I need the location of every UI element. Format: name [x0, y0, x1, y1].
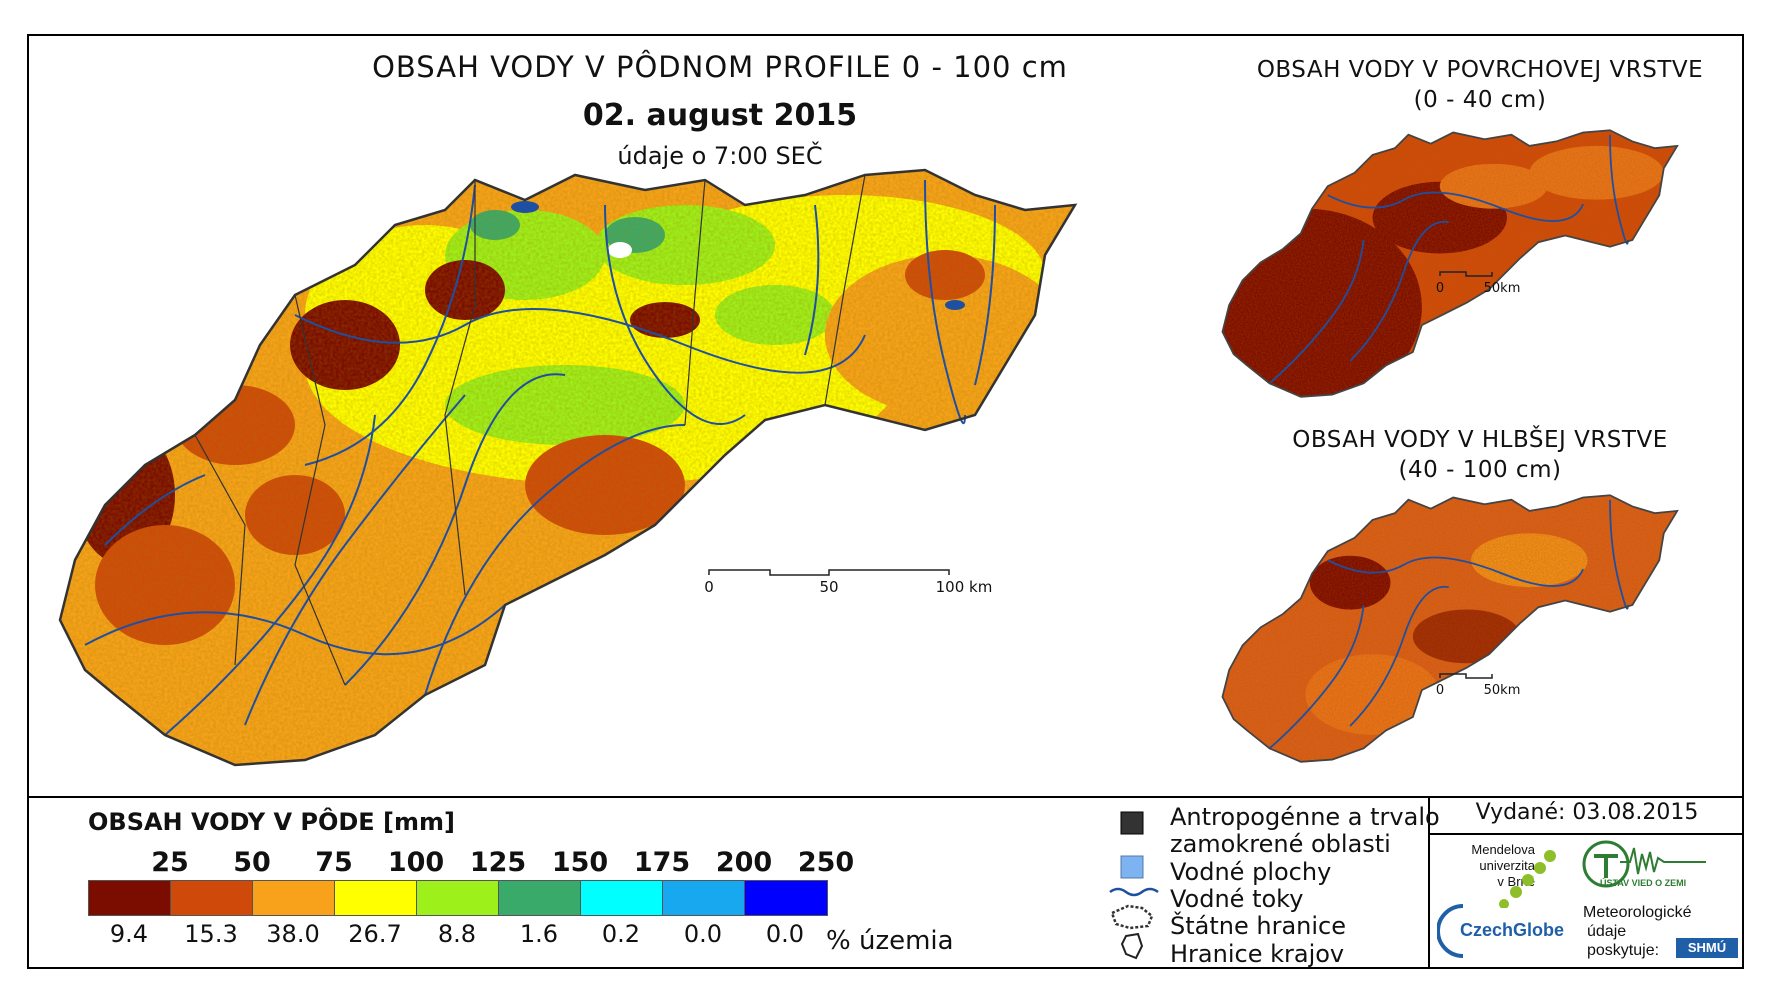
region-border-icon — [1120, 932, 1144, 960]
symbol-anthropogenic-label: Antropogénne a trvalo — [1170, 803, 1440, 831]
legend-bin — [663, 881, 745, 915]
legend-percent: 0.2 — [601, 920, 641, 948]
main-map-time-note: údaje o 7:00 SEČ — [617, 142, 823, 170]
main-map-date: 02. august 2015 — [582, 98, 858, 133]
mendel-logo-dots — [1499, 850, 1556, 908]
logo-text-line: poskytuje: — [1587, 942, 1660, 959]
legend-color-bins — [88, 880, 828, 916]
legend-percent: 0.0 — [683, 920, 723, 948]
ustav-logo-text: ÚSTAV VIED O ZEMI — [1600, 878, 1687, 888]
scale-label: 100 km — [936, 578, 993, 596]
scale-label: 50km — [1484, 281, 1521, 296]
shmu-logo: SHMÚ — [1676, 938, 1738, 958]
legend-bin — [335, 881, 417, 915]
legend-title: OBSAH VODY V PÔDE [mm] — [88, 808, 456, 836]
legend-bin — [745, 881, 827, 915]
deep-map-subtitle: (40 - 100 cm) — [1398, 457, 1562, 483]
state-border-icon — [1110, 904, 1154, 930]
scale-label: 50km — [1484, 683, 1521, 698]
symbol-anthropogenic-label: zamokrené oblasti — [1170, 830, 1391, 858]
symbol-rivers-label: Vodné toky — [1170, 885, 1304, 913]
legend-percent: 15.3 — [184, 920, 238, 948]
legend-bin — [499, 881, 581, 915]
legend-threshold: 175 — [633, 847, 691, 878]
main-soil-water-map: 0 50 100 km — [58, 168, 1077, 767]
scale-label: 0 — [1436, 683, 1444, 698]
legend-percent-label: % územia — [826, 926, 954, 956]
legend-threshold: 100 — [387, 847, 445, 878]
legend-bin — [171, 881, 253, 915]
legend-threshold: 200 — [715, 847, 773, 878]
legend-bin — [581, 881, 663, 915]
main-map-title: OBSAH VODY V PÔDNOM PROFILE 0 - 100 cm — [372, 50, 1068, 84]
legend-threshold: 250 — [797, 847, 855, 878]
divider — [1428, 796, 1430, 969]
logo-text-line: Mendelova — [1471, 842, 1535, 857]
river-network — [84, 179, 996, 736]
symbol-legend-icons — [1109, 811, 1159, 960]
legend-percent: 1.6 — [519, 920, 559, 948]
divider — [27, 796, 1744, 798]
legend-percent: 26.7 — [348, 920, 402, 948]
legend-bin — [253, 881, 335, 915]
mendel-logo-text: Mendelova univerzita v Brně — [1455, 842, 1535, 890]
legend-threshold: 25 — [151, 847, 189, 878]
logo-text-line: univerzita — [1479, 858, 1535, 873]
meteo-provider-text: Meteorologické údaje poskytuje: — [1583, 903, 1692, 960]
symbol-region-border-label: Hranice krajov — [1170, 940, 1345, 968]
logo-text-line: údaje — [1587, 923, 1627, 940]
legend-bin — [417, 881, 499, 915]
legend-percent: 8.8 — [437, 920, 477, 948]
legend-threshold: 75 — [315, 847, 353, 878]
legend-percent: 0.0 — [765, 920, 805, 948]
deep-layer-map — [1221, 494, 1679, 763]
river-icon — [1109, 887, 1159, 897]
surface-scale-bar: 0 50km — [1436, 271, 1521, 296]
main-scale-bar — [708, 569, 950, 576]
scale-label: 0 — [704, 578, 714, 596]
scale-label: 0 — [1436, 281, 1444, 296]
legend-threshold: 125 — [469, 847, 527, 878]
legend-percent: 38.0 — [266, 920, 320, 948]
deep-scale-bar: 0 50km — [1436, 673, 1521, 698]
czechglobe-logo-arc — [1437, 904, 1464, 958]
scale-label: 50 — [819, 578, 838, 596]
surface-layer-map — [1221, 129, 1679, 398]
legend-percent: 9.4 — [109, 920, 149, 948]
czechglobe-logo: CzechGlobe — [1460, 920, 1565, 940]
region-borders — [194, 174, 866, 686]
legend-bin — [89, 881, 171, 915]
symbol-water-areas-label: Vodné plochy — [1170, 858, 1332, 886]
anthropogenic-area-icon — [1120, 811, 1144, 835]
water-area-icon — [1120, 855, 1144, 879]
surface-map-subtitle: (0 - 40 cm) — [1413, 87, 1547, 113]
surface-map-title: OBSAH VODY V POVRCHOVEJ VRSTVE — [1256, 57, 1704, 83]
issued-date: Vydané: 03.08.2015 — [1475, 800, 1699, 825]
legend-threshold: 150 — [551, 847, 609, 878]
logo-text-line: Meteorologické — [1583, 904, 1692, 921]
ustav-vied-o-zemi-logo — [1582, 840, 1706, 888]
divider — [1428, 833, 1744, 835]
legend-threshold: 50 — [233, 847, 271, 878]
symbol-state-border-label: Štátne hranice — [1170, 912, 1346, 940]
map-frame — [27, 34, 1744, 969]
deep-map-title: OBSAH VODY V HLBŠEJ VRSTVE — [1292, 427, 1668, 453]
